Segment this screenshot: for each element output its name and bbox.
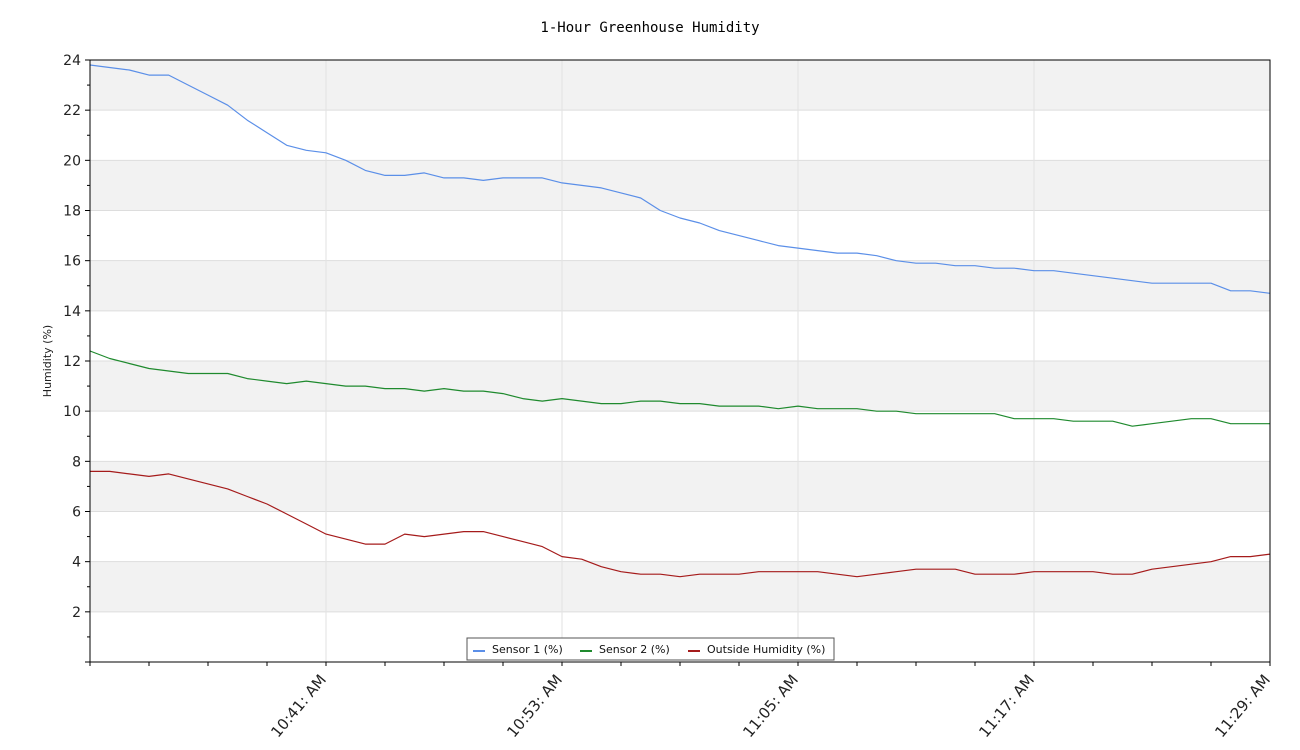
y-tick-label: 22 xyxy=(63,103,81,119)
background-band xyxy=(90,210,1270,261)
x-tick-label: 11:29: AM xyxy=(1211,671,1274,741)
legend-box xyxy=(466,637,835,661)
background-band xyxy=(90,361,1270,412)
y-tick-label: 2 xyxy=(72,605,81,621)
y-tick-label: 20 xyxy=(63,153,81,169)
background-band xyxy=(90,310,1270,361)
x-tick-label: 10:41: AM xyxy=(267,671,330,741)
chart-title: 1-Hour Greenhouse Humidity xyxy=(540,20,759,36)
series-lines xyxy=(89,64,1271,578)
background-band xyxy=(90,60,1270,111)
y-tick-label: 12 xyxy=(63,354,81,370)
background-band xyxy=(90,160,1270,211)
background-band xyxy=(90,461,1270,512)
background-band xyxy=(90,411,1270,462)
legend-label: Sensor 1 (%) xyxy=(492,643,563,656)
x-axis-ticks: 10:41: AM 10:53: AM 11:05: AM 11:17: AM 11:2… xyxy=(89,662,1274,741)
y-axis-label: Humidity (%) xyxy=(41,325,54,397)
y-tick-label: 6 xyxy=(72,505,81,521)
y-tick-label: 18 xyxy=(63,204,81,220)
plot-background-bands xyxy=(90,60,1270,662)
legend-label: Sensor 2 (%) xyxy=(599,643,670,656)
background-band xyxy=(90,561,1270,612)
legend-label: Outside Humidity (%) xyxy=(707,643,825,656)
y-tick-label: 4 xyxy=(72,555,81,571)
background-band xyxy=(90,110,1270,161)
x-tick-label: 11:17: AM xyxy=(975,671,1038,741)
y-tick-label: 8 xyxy=(72,454,81,470)
y-tick-label: 24 xyxy=(63,53,81,69)
background-band xyxy=(90,511,1270,562)
series-line-3 xyxy=(90,470,1271,578)
series-line-1 xyxy=(89,64,1271,294)
y-tick-label: 10 xyxy=(63,404,81,420)
x-tick-label: 10:53: AM xyxy=(503,671,566,741)
legend: Sensor 1 (%) Sensor 2 (%) Outside Humidity… xyxy=(466,637,835,661)
y-tick-label: 14 xyxy=(63,304,81,320)
vertical-gridlines xyxy=(325,60,1035,662)
y-tick-label: 16 xyxy=(63,254,81,270)
series-line-2 xyxy=(89,350,1270,427)
x-tick-label: 11:05: AM xyxy=(739,671,802,741)
background-band xyxy=(90,260,1270,311)
